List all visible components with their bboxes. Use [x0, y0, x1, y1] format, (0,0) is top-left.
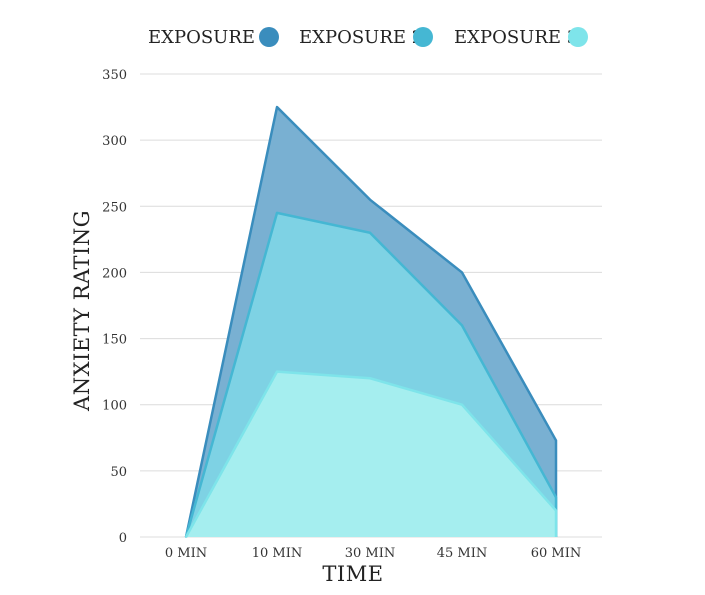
- point-series-3-45-min: [461, 403, 463, 406]
- point-series-1-60-min: [555, 439, 557, 442]
- legend-label-series-1: EXPOSURE 1: [148, 27, 272, 48]
- y-tick-label: 150: [102, 333, 127, 348]
- point-series-1-30-min: [369, 198, 371, 201]
- series-areas: [184, 105, 558, 538]
- y-tick-label: 300: [102, 134, 127, 149]
- y-tick-label: 50: [110, 465, 127, 480]
- legend-swatch-series-3: [568, 27, 588, 47]
- point-series-1-45-min: [461, 271, 463, 274]
- point-series-2-10-min: [276, 212, 278, 214]
- legend-swatch-series-1: [259, 27, 279, 47]
- axes: 0 50 100 150 200 250 300 350 0 MIN 10 MIN 30 MIN 45…: [102, 68, 581, 561]
- legend: EXPOSURE 1 EXPOSURE 2 EXPOSURE 3: [148, 27, 588, 48]
- y-tick-label: 250: [102, 200, 127, 215]
- point-series-3-60-min: [555, 509, 557, 512]
- line-series-1: [184, 105, 558, 538]
- area-series-3: [186, 371, 556, 537]
- point-series-3-30-min: [369, 377, 371, 380]
- x-tick-label: 10 MIN: [252, 546, 303, 561]
- y-axis-title: ANXIETY RATING: [70, 210, 94, 412]
- point-series-2-30-min: [369, 231, 371, 234]
- legend-label-series-2: EXPOSURE 2: [299, 27, 423, 48]
- y-tick-label: 350: [102, 68, 127, 83]
- line-series-2: [184, 211, 558, 538]
- x-tick-label: 45 MIN: [437, 546, 488, 561]
- y-tick-label: 200: [102, 266, 127, 281]
- line-series-3: [184, 370, 558, 538]
- y-tick-label: 0: [119, 531, 127, 546]
- legend-label-series-3: EXPOSURE 3: [454, 27, 578, 48]
- x-tick-label: 30 MIN: [345, 546, 396, 561]
- point-series-1-10-min: [276, 106, 278, 108]
- x-tick-label: 0 MIN: [165, 546, 207, 561]
- point-series-3-0-min: [185, 536, 187, 538]
- point-series-3-10-min: [276, 370, 278, 373]
- point-series-2-60-min: [555, 496, 557, 499]
- x-tick-label: 60 MIN: [531, 546, 582, 561]
- y-tick-label: 100: [102, 399, 127, 414]
- x-axis-title: TIME: [322, 562, 383, 586]
- legend-swatch-series-2: [413, 27, 433, 47]
- point-series-2-45-min: [461, 324, 463, 327]
